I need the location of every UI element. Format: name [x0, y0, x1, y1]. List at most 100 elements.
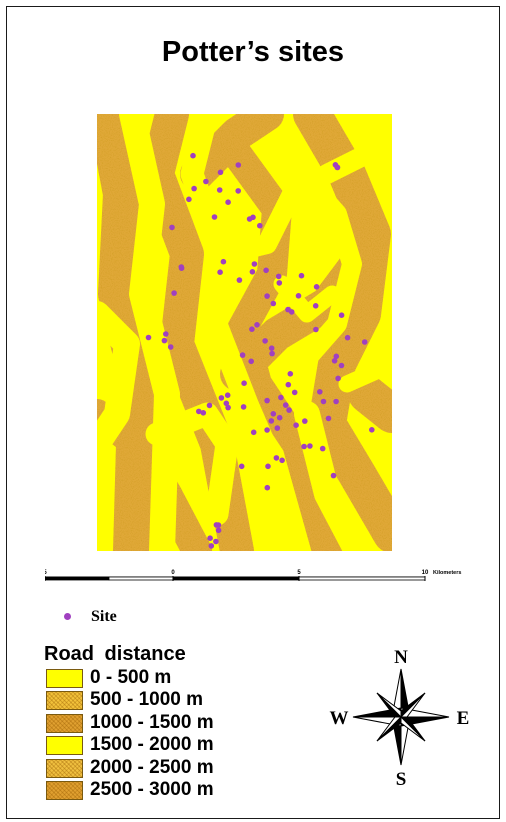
site-point: [312, 303, 319, 309]
site-point: [334, 164, 340, 170]
site-point: [282, 402, 289, 408]
site-point: [220, 258, 227, 265]
site-point: [207, 535, 213, 541]
site-point: [276, 414, 283, 421]
site-point: [273, 455, 280, 461]
site-point: [206, 402, 213, 409]
site-point: [330, 472, 337, 479]
scale-segment: [108, 576, 174, 581]
compass-letter: E: [457, 708, 469, 729]
site-point: [279, 457, 285, 464]
site-legend-label: Site: [91, 608, 117, 625]
site-point: [262, 338, 268, 344]
site-point: [307, 443, 313, 449]
distance-band: [180, 114, 284, 191]
north-arrow-compass: N S E W: [330, 647, 470, 790]
scale-tick-label: 5: [45, 570, 47, 576]
legend-swatch: [46, 736, 83, 756]
site-point: [313, 326, 319, 333]
site-point: [263, 267, 269, 274]
site-point: [208, 543, 215, 549]
site-point: [145, 334, 152, 341]
scale-segment: [45, 576, 110, 581]
site-point: [333, 398, 339, 405]
legend-label: 2000 - 2500 m: [90, 756, 214, 778]
site-point: [248, 358, 254, 365]
site-point: [211, 214, 218, 220]
site-point: [190, 152, 196, 159]
site-point: [216, 187, 223, 193]
compass-letter: W: [330, 708, 349, 729]
site-point: [224, 392, 231, 399]
site-point: [335, 375, 341, 382]
site-point: [215, 527, 222, 534]
site-point: [235, 162, 242, 168]
legend-swatch: [46, 713, 83, 733]
scale-unit-label: Kilometers: [433, 570, 461, 576]
site-point: [241, 380, 247, 387]
site-point: [275, 273, 282, 280]
site-point: [313, 284, 320, 290]
site-point: [215, 522, 222, 528]
site-point: [285, 306, 291, 313]
site-point: [264, 484, 271, 491]
site-point: [293, 422, 299, 429]
site-point: [235, 188, 241, 194]
site-point: [268, 345, 275, 351]
scale-segment: [298, 576, 426, 581]
site-point: [254, 322, 260, 328]
scale-tick-label: 10: [422, 570, 429, 576]
road-corridor: [317, 144, 392, 184]
scale-segment: [172, 576, 300, 581]
site-point: [331, 358, 338, 364]
site-point: [295, 293, 302, 299]
site-point: [298, 272, 305, 279]
site-point: [246, 216, 253, 222]
road-corridor: [97, 301, 140, 457]
site-point: [319, 445, 326, 452]
site-point: [191, 185, 197, 192]
legend-label: 1500 - 2000 m: [90, 734, 214, 756]
site-point: [239, 352, 246, 358]
site-point: [276, 280, 283, 286]
site-point: [250, 429, 257, 436]
legend-swatch: [46, 669, 83, 688]
site-point: [178, 264, 185, 270]
map-title: Potter’s sites: [161, 36, 345, 68]
distance-band: [348, 375, 392, 433]
site-point: [301, 443, 307, 450]
site-point: [163, 331, 169, 337]
site-point: [264, 397, 270, 404]
compass-point: [376, 692, 402, 719]
site-point: [274, 425, 281, 431]
site-point: [264, 427, 270, 433]
map-area: [97, 114, 392, 551]
site-point: [249, 326, 255, 332]
site-point: [265, 463, 271, 470]
site-point: [203, 178, 209, 185]
site-point: [270, 411, 277, 417]
scale-tick-label: 5: [297, 570, 301, 576]
road-corridor: [294, 401, 370, 551]
site-point: [251, 261, 258, 267]
legend-title: Road distance: [44, 643, 186, 665]
site-point: [264, 293, 270, 299]
site-point: [223, 400, 230, 407]
site-point: [278, 394, 284, 401]
site-point: [225, 404, 231, 411]
compass-letter: N: [394, 647, 408, 668]
road-corridor: [338, 355, 392, 393]
site-point: [269, 350, 275, 357]
site-point: [200, 410, 207, 416]
road-corridor: [273, 275, 341, 323]
site-point: [369, 427, 375, 433]
site-point: [196, 408, 202, 415]
site-point: [236, 277, 243, 283]
site-point: [161, 337, 168, 344]
site-point: [167, 344, 174, 350]
site-point: [270, 300, 277, 307]
site-point: [171, 290, 177, 296]
site-point: [225, 199, 231, 205]
site-point: [218, 395, 225, 401]
legend-label: 500 - 1000 m: [90, 689, 204, 711]
